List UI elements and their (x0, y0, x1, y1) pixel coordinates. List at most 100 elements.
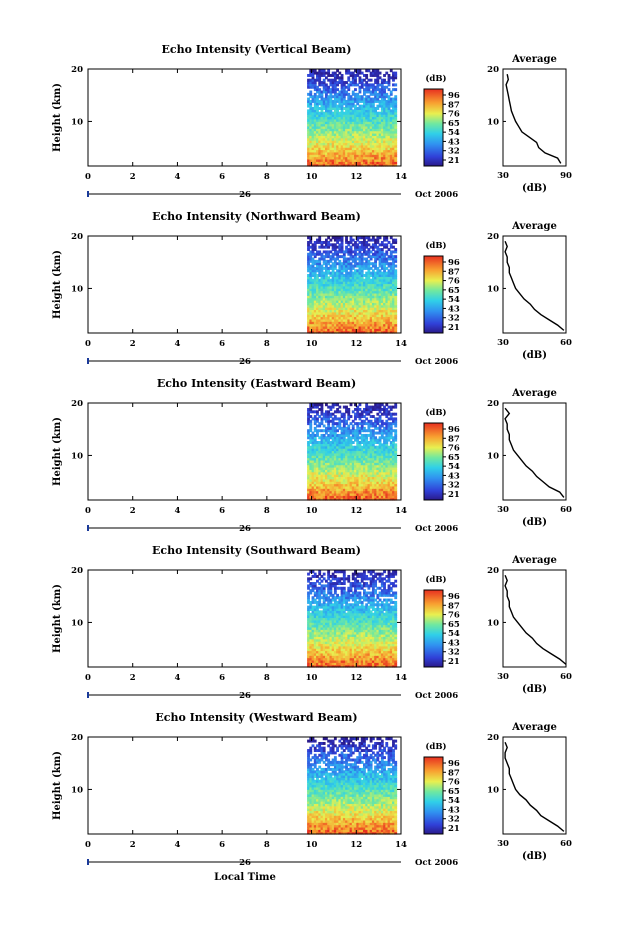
heatmap-cell (374, 659, 378, 663)
heatmap-cell (367, 274, 371, 277)
heatmap-cell (394, 318, 398, 322)
heatmap-cell (362, 147, 366, 151)
heatmap-cell (331, 459, 335, 463)
heatmap-cell (354, 645, 357, 649)
heatmap-cell (351, 151, 355, 155)
heatmap-cell (360, 462, 364, 466)
heatmap-cell (329, 474, 333, 478)
heatmap-cell (336, 443, 339, 447)
heatmap-cell (327, 290, 331, 294)
heatmap-cell (327, 95, 331, 99)
heatmap-cell (374, 163, 378, 167)
heatmap-cell (354, 328, 357, 332)
heatmap-cell (342, 156, 346, 160)
heatmap-cell (354, 323, 357, 327)
heatmap-cell (369, 407, 373, 411)
heatmap-cell (338, 132, 342, 136)
heatmap-cell (316, 664, 319, 668)
heatmap-cell (392, 128, 395, 132)
heatmap-cell (387, 485, 391, 489)
heatmap-cell (389, 464, 393, 468)
heatmap-cell (327, 90, 331, 94)
heatmap-cell (329, 130, 333, 134)
heatmap-cell (369, 664, 373, 668)
heatmap-cell (378, 163, 382, 167)
heatmap-cell (336, 121, 339, 125)
heatmap-cell (345, 121, 348, 125)
heatmap-cell (389, 424, 393, 428)
heatmap-cell (376, 316, 380, 320)
heatmap-cell (378, 407, 382, 411)
date-label: Oct 2006 (415, 190, 458, 200)
heatmap-cell (307, 457, 310, 461)
heatmap-cell (338, 116, 342, 120)
heatmap-cell (385, 652, 389, 656)
heatmap-cell (365, 457, 369, 461)
heatmap-cell (385, 290, 389, 294)
heatmap-cell (356, 114, 360, 118)
heatmap-cell (387, 111, 391, 115)
heatmap-cell (380, 142, 384, 146)
colorbar-tick-label: 96 (448, 425, 460, 435)
heatmap-cell (309, 125, 313, 129)
heatmap-cell (331, 483, 335, 487)
heatmap-cell (320, 140, 324, 144)
heatmap-cell (389, 452, 393, 456)
heatmap-cell (318, 292, 322, 296)
heatmap-cell (331, 274, 335, 277)
heatmap-cell (354, 276, 357, 280)
heatmap-cell (318, 78, 322, 82)
heatmap-cell (389, 323, 393, 327)
heatmap-cell (392, 450, 395, 454)
heatmap-cell (387, 422, 391, 426)
x-tick-label: 12 (350, 172, 362, 182)
heatmap-cell (354, 448, 357, 452)
heatmap-cell (347, 149, 351, 153)
heatmap-cell (354, 492, 357, 496)
heatmap-cell (313, 318, 317, 322)
heatmap-cell (362, 323, 366, 327)
colorbar-tick-label: 43 (448, 471, 460, 481)
heatmap-cell (378, 144, 382, 148)
heatmap-cell (327, 107, 331, 110)
heatmap-cell (347, 495, 351, 499)
heatmap-cell (385, 132, 389, 136)
heatmap-cell (374, 464, 378, 468)
heatmap-cell (383, 448, 386, 452)
heatmap-cell (351, 118, 355, 122)
heatmap-cell (333, 314, 337, 318)
heatmap-cell (307, 299, 310, 303)
heatmap-cell (347, 664, 351, 668)
heatmap-cell (380, 255, 384, 259)
heatmap-cell (378, 295, 382, 299)
heatmap-cell (374, 116, 378, 120)
heatmap-cell (349, 297, 353, 301)
heatmap-cell (394, 104, 398, 108)
heatmap-cell (362, 109, 366, 113)
heatmap-cell (380, 116, 384, 120)
heatmap-cell (331, 419, 335, 423)
heatmap-cell (311, 314, 315, 318)
heatmap-cell (385, 135, 389, 139)
heatmap-cell (318, 257, 322, 261)
heatmap-cell (387, 123, 391, 127)
heatmap-cell (354, 252, 357, 256)
heatmap-cell (327, 71, 331, 75)
heatmap-cell (378, 330, 382, 334)
heatmap-cell (320, 481, 324, 485)
average-x-tick-label: 30 (497, 171, 509, 181)
heatmap-cell (380, 321, 384, 325)
heatmap-cell (342, 652, 346, 656)
heatmap-cell (349, 309, 353, 313)
heatmap-cell (358, 455, 362, 459)
heatmap-cell (338, 445, 342, 449)
heatmap-cell (340, 483, 344, 487)
heatmap-cell (376, 118, 380, 122)
heatmap-cell (309, 257, 313, 261)
heatmap-cell (358, 495, 362, 499)
heatmap-cell (322, 641, 326, 645)
heatmap-cell (351, 292, 355, 296)
heatmap-cell (371, 292, 375, 296)
heatmap-cell (347, 448, 351, 452)
heatmap-cell (318, 314, 322, 318)
